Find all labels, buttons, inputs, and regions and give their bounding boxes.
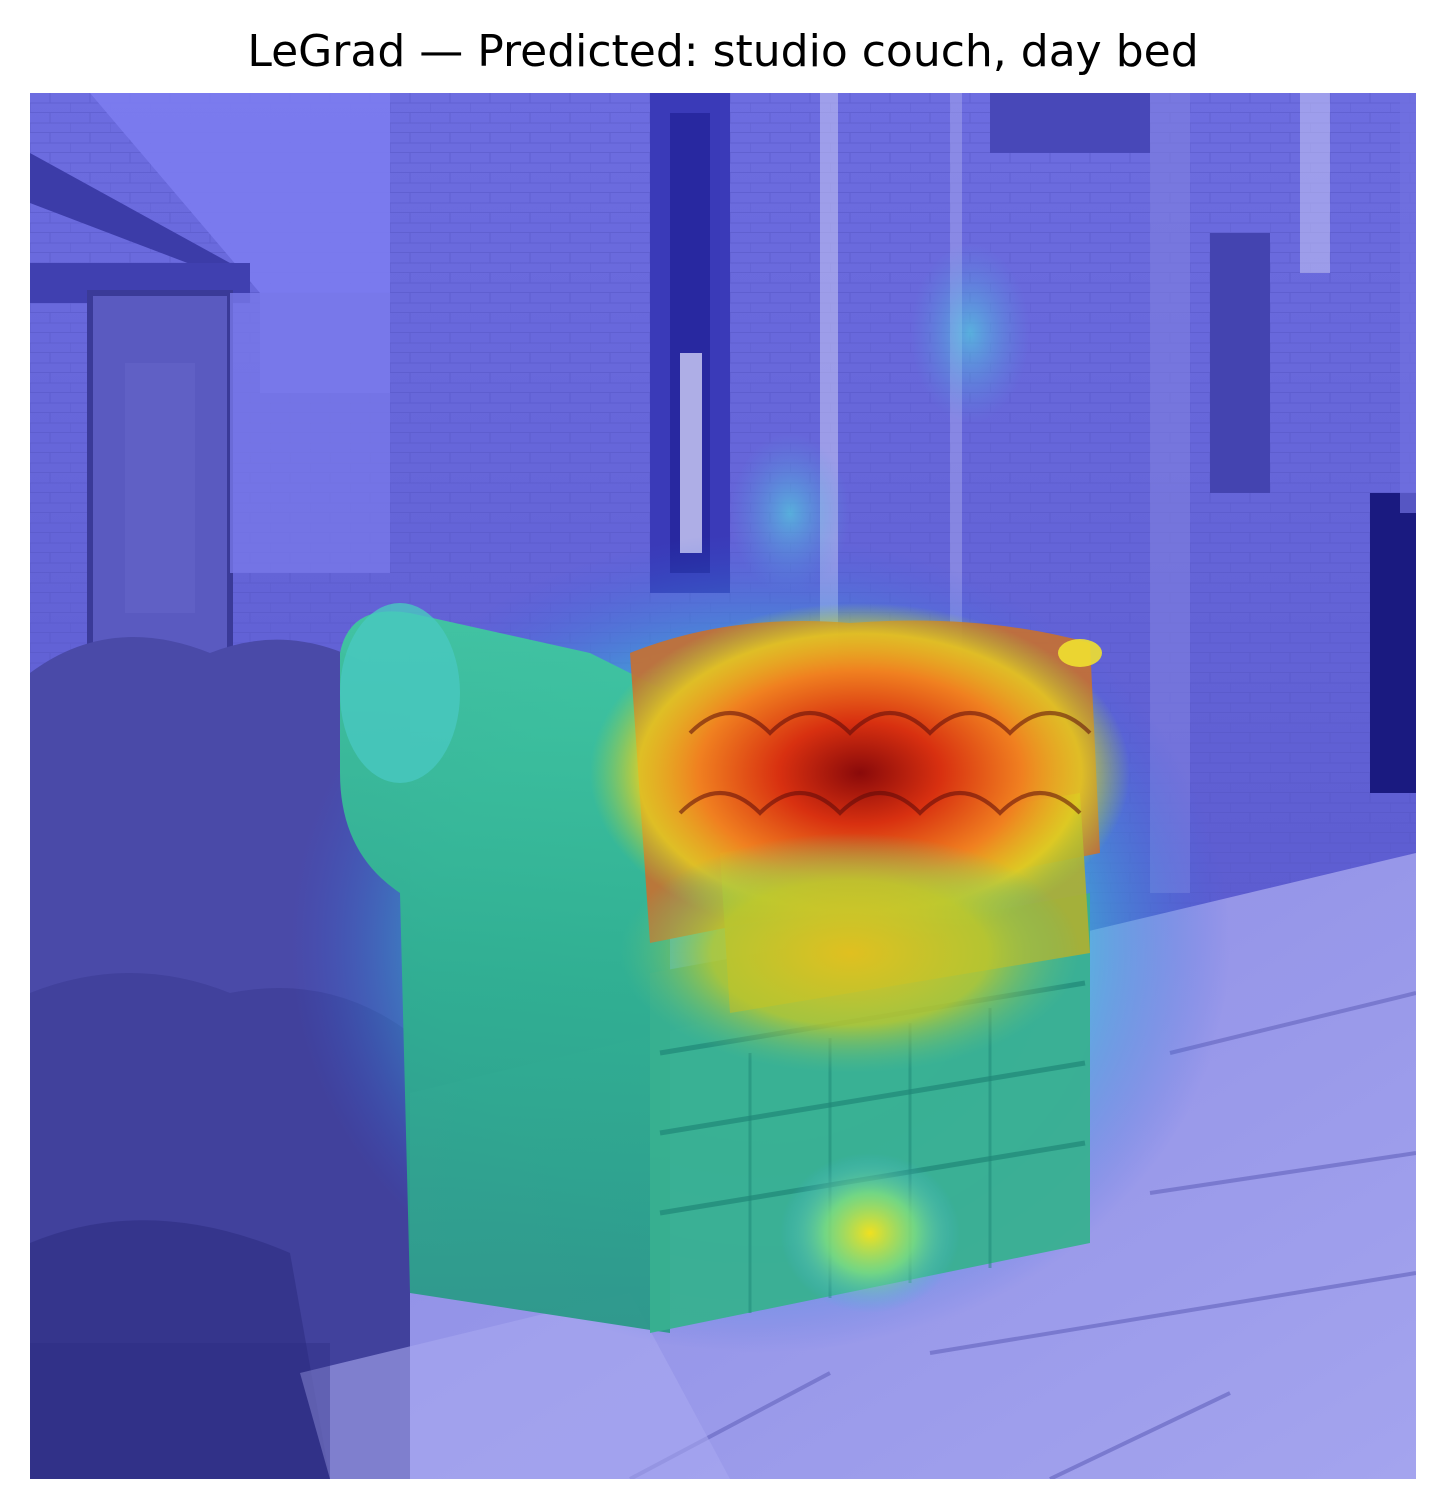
- figure-title: LeGrad — Predicted: studio couch, day be…: [247, 26, 1199, 77]
- heatmap-image: [30, 93, 1416, 1479]
